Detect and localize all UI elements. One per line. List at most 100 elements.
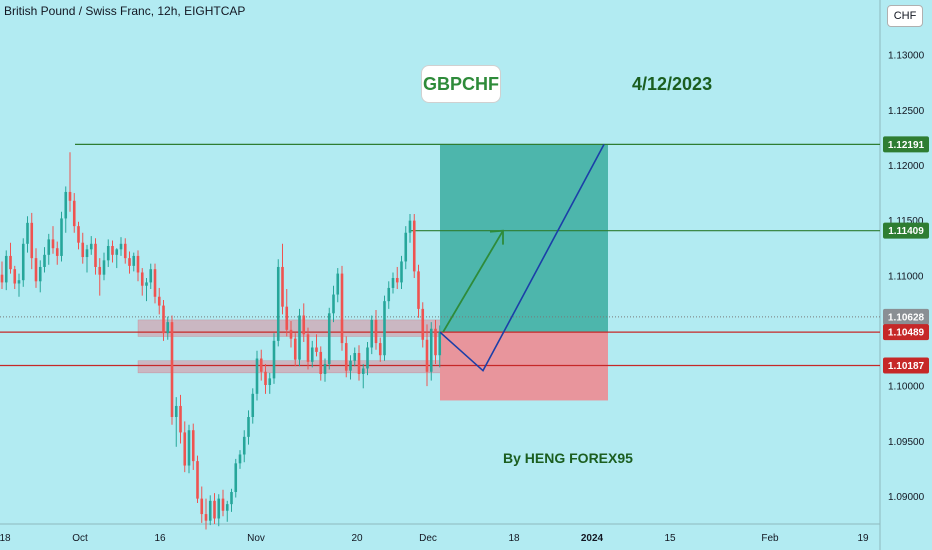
projection-arrowhead — [489, 229, 504, 245]
candle-body — [179, 405, 182, 433]
candle — [115, 248, 119, 269]
candle-body — [94, 243, 97, 267]
candle-body — [157, 296, 161, 306]
candle-body — [276, 266, 280, 341]
candle — [72, 193, 76, 233]
candle-body — [60, 218, 63, 256]
candle — [383, 295, 386, 361]
candle-body — [264, 371, 267, 386]
y-tick-label: 1.12500 — [888, 106, 925, 117]
candle-body — [238, 454, 242, 464]
candle-body — [102, 260, 106, 275]
candle — [285, 289, 289, 337]
candle-body — [200, 498, 204, 515]
date-annotation: 4/12/2023 — [632, 74, 713, 94]
candle-body — [306, 334, 310, 362]
candle — [387, 281, 391, 309]
price-axis-panel — [880, 0, 932, 550]
candle — [4, 250, 8, 291]
candle — [349, 355, 352, 380]
candle — [208, 495, 212, 526]
candle-body — [412, 220, 416, 272]
candle-body — [285, 306, 289, 330]
candle-body — [281, 266, 284, 307]
candle-body — [319, 351, 323, 374]
candle-body — [17, 280, 21, 284]
candle-body — [272, 340, 276, 379]
x-tick-label: Nov — [247, 533, 265, 544]
candle — [106, 239, 110, 267]
candle — [170, 315, 174, 425]
candle — [30, 212, 34, 270]
candle — [234, 458, 238, 498]
candle — [21, 238, 25, 287]
candle — [268, 372, 272, 394]
candle — [306, 327, 310, 370]
candle-body — [417, 271, 420, 309]
candle — [9, 242, 12, 274]
price-tag: 1.10187 — [883, 357, 929, 374]
candle — [17, 273, 21, 297]
candle — [221, 489, 225, 517]
candle-body — [242, 436, 246, 455]
candle-body — [153, 269, 157, 297]
candle — [174, 397, 178, 447]
candle — [417, 264, 420, 318]
candle-body — [349, 360, 352, 371]
candle — [191, 423, 195, 470]
candle-body — [119, 243, 123, 250]
candle — [242, 430, 246, 463]
candle — [302, 303, 306, 342]
candle-body — [85, 249, 89, 258]
candle-body — [344, 343, 348, 371]
candle — [332, 285, 335, 323]
candle — [38, 260, 42, 293]
price-tag-box — [883, 136, 929, 153]
price-tag-label: 1.10628 — [888, 312, 925, 323]
candle-body — [429, 328, 433, 372]
candle — [47, 233, 51, 265]
candle-body — [370, 319, 374, 348]
candle — [353, 347, 357, 367]
candle — [319, 346, 323, 381]
candle — [225, 500, 229, 522]
candle-body — [77, 226, 80, 243]
candle — [89, 236, 93, 255]
candle-body — [395, 277, 399, 283]
candle-body — [323, 364, 327, 374]
x-tick-label: 16 — [154, 533, 166, 544]
candle-body — [64, 191, 68, 219]
price-tag-label: 1.11409 — [888, 226, 924, 237]
candle — [400, 255, 403, 290]
candle-body — [9, 255, 12, 270]
candle — [429, 322, 433, 381]
pair-label-box[interactable]: GBPCHF — [421, 65, 501, 103]
candle-body — [51, 239, 55, 249]
candle-body — [136, 255, 140, 273]
x-tick-label: Dec — [419, 533, 437, 544]
x-tick-label: 18 — [0, 533, 11, 544]
candle — [34, 248, 38, 288]
candle — [272, 333, 276, 384]
candle — [323, 358, 327, 382]
candle — [281, 243, 284, 315]
candle-body — [259, 358, 263, 372]
candle — [276, 259, 280, 347]
candle-body — [162, 305, 165, 334]
y-tick-label: 1.10000 — [888, 382, 925, 393]
candle — [357, 345, 361, 381]
candle — [293, 333, 297, 367]
candle — [111, 240, 114, 263]
candle-body — [204, 514, 208, 521]
candle-body — [170, 322, 174, 417]
candle-body — [21, 243, 25, 281]
candle-body — [81, 242, 85, 258]
candle-body — [298, 315, 301, 360]
candle-body — [315, 347, 318, 352]
candle — [81, 232, 85, 264]
currency-button[interactable]: CHF — [887, 5, 923, 27]
candle-body — [213, 500, 216, 519]
candle-body — [115, 249, 119, 255]
candle — [230, 488, 233, 512]
candle — [412, 214, 416, 278]
